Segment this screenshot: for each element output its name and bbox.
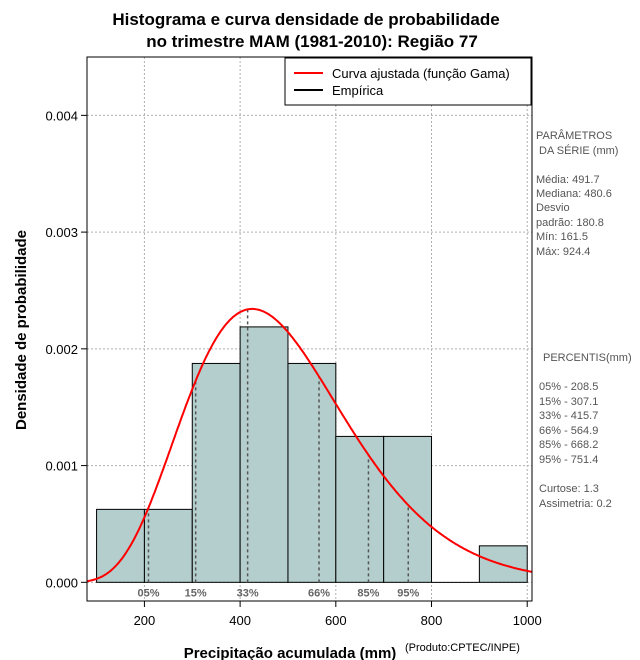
- plot-frame: [86, 56, 533, 602]
- stat-assimetria: Assimetria: 0.2: [539, 498, 612, 510]
- histogram-bar: [335, 435, 385, 583]
- percentile-label: 85%: [357, 587, 379, 599]
- x-tick-label: 600: [325, 613, 347, 628]
- percentile-label: 05%: [137, 587, 159, 599]
- percentile-p33: 33% - 415.7: [539, 410, 598, 422]
- param-desvio-2: padrão: 180.8: [536, 217, 604, 229]
- chart-title-line-2: no trimestre MAM (1981-2010): Região 77: [146, 32, 478, 51]
- params-title-1: PARÂMETROS: [536, 129, 612, 142]
- param-mediana: Mediana: 480.6: [536, 188, 612, 200]
- legend: Curva ajustada (função Gama) Empírica: [284, 57, 532, 106]
- percentile-label: 95%: [397, 587, 419, 599]
- y-tick-label: 0.003: [45, 225, 78, 240]
- percentile-p95: 95% - 751.4: [539, 454, 598, 466]
- percentile-p15: 15% - 307.1: [539, 396, 598, 408]
- histogram-bar: [96, 508, 145, 583]
- x-tick-label: 200: [134, 613, 156, 628]
- stat-curtose: Curtose: 1.3: [539, 483, 599, 495]
- histogram-bar: [287, 362, 337, 583]
- percentile-p66: 66% - 564.9: [539, 425, 598, 437]
- credit-text: (Produto:CPTEC/INPE): [405, 642, 520, 654]
- param-desvio-1: Desvio: [536, 202, 570, 214]
- legend-label-fitted: Curva ajustada (função Gama): [332, 66, 510, 81]
- x-axis-label: Precipitação acumulada (mm): [184, 645, 397, 660]
- percentile-label: 66%: [308, 587, 330, 599]
- percentile-labels: 05% 15% 33% 66% 85% 95%: [137, 587, 419, 599]
- legend-label-empirical: Empírica: [332, 83, 384, 98]
- y-tick-label: 0.004: [45, 108, 78, 123]
- param-max: Máx: 924.4: [536, 246, 590, 258]
- percentile-p85: 85% - 668.2: [539, 439, 598, 451]
- param-min: Mín: 161.5: [536, 231, 588, 243]
- x-tick-label: 1000: [513, 613, 542, 628]
- y-tick-label: 0.002: [45, 342, 78, 357]
- x-axis-ticks: 200 400 600 800 1000: [134, 601, 542, 628]
- x-tick-label: 800: [421, 613, 443, 628]
- x-tick-label: 400: [229, 613, 251, 628]
- gamma-fit-curve: [86, 307, 533, 583]
- param-media: Média: 491.7: [536, 174, 600, 186]
- percentile-lines: [147, 309, 410, 583]
- params-title-2: DA SÉRIE (mm): [539, 144, 618, 157]
- y-axis-ticks: 0.000 0.001 0.002 0.003 0.004: [45, 108, 87, 590]
- percentile-label: 33%: [237, 587, 259, 599]
- histogram-bar: [191, 362, 241, 583]
- legend-box: [284, 57, 532, 106]
- y-tick-label: 0.000: [45, 575, 78, 590]
- percentis-title: PERCENTIS(mm): [543, 352, 632, 364]
- percentiles-panel: PERCENTIS(mm) 05% - 208.5 15% - 307.1 33…: [539, 352, 632, 510]
- chart-title-line-1: Histograma e curva densidade de probabil…: [112, 10, 499, 29]
- percentile-p05: 05% - 208.5: [539, 381, 598, 393]
- percentile-label: 15%: [185, 587, 207, 599]
- series-parameters-panel: PARÂMETROS DA SÉRIE (mm) Média: 491.7 Me…: [536, 129, 618, 258]
- y-axis-label: Densidade de probabilidade: [13, 230, 30, 430]
- y-tick-label: 0.001: [45, 459, 78, 474]
- histogram-bar: [143, 508, 193, 583]
